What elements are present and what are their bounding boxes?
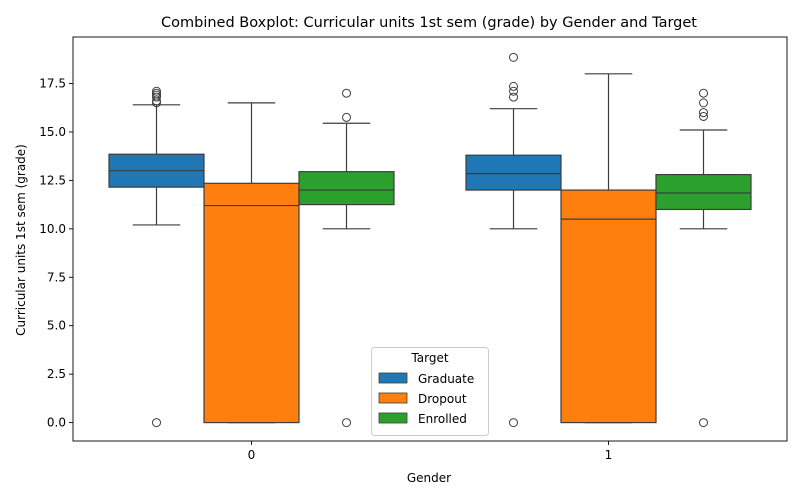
box-dropout-gender-1 [560, 73, 657, 424]
box-iqr [465, 154, 562, 191]
y-axis-label: Curricular units 1st sem (grade) [14, 144, 28, 336]
legend: Target Graduate Dropout Enrolled [371, 347, 489, 436]
outlier-point [342, 88, 351, 98]
box-enrolled-gender-1 [655, 88, 752, 428]
y-tick-label: 7.5 [47, 270, 66, 284]
plot-area: 0.0 2.5 5.0 7.5 10.0 12.5 15.0 17.5 0 1 [39, 36, 788, 462]
box-iqr [655, 173, 752, 211]
legend-label-graduate: Graduate [418, 372, 474, 386]
y-tick-label: 5.0 [47, 319, 66, 333]
outlier-point [509, 86, 518, 96]
outlier-point [152, 86, 161, 96]
outlier-point [699, 108, 708, 118]
outlier-point [509, 52, 518, 62]
legend-swatch-dropout [378, 392, 408, 404]
outlier-point [699, 88, 708, 98]
legend-swatch-graduate [378, 372, 408, 384]
box-iqr [203, 182, 300, 424]
box-graduate-gender-0 [108, 86, 205, 428]
outlier-point [509, 92, 518, 102]
y-tick-label: 12.5 [39, 173, 66, 187]
x-axis-label: Gender [407, 471, 451, 485]
outlier-point [699, 418, 708, 428]
outlier-point [342, 112, 351, 122]
box-dropout-gender-0 [203, 102, 300, 424]
legend-title: Target [410, 351, 448, 365]
legend-swatch-enrolled [378, 412, 408, 424]
box-iqr [298, 171, 395, 206]
box-graduate-gender-1 [465, 52, 562, 428]
y-tick-label: 2.5 [47, 367, 66, 381]
outlier-point [699, 111, 708, 121]
y-tick-label: 10.0 [39, 222, 66, 236]
box-enrolled-gender-0 [298, 88, 395, 428]
axes-frame [72, 36, 788, 442]
outlier-point [342, 418, 351, 428]
outlier-point [152, 418, 161, 428]
y-tick-label: 0.0 [47, 416, 66, 430]
x-tick-label: 1 [605, 448, 613, 462]
outlier-point [509, 418, 518, 428]
y-tick-label: 15.0 [39, 125, 66, 139]
outlier-point [699, 98, 708, 108]
x-tick-label: 0 [248, 448, 256, 462]
outlier-point [509, 81, 518, 91]
chart-title: Combined Boxplot: Curricular units 1st s… [161, 15, 697, 31]
legend-label-enrolled: Enrolled [418, 412, 467, 426]
legend-label-dropout: Dropout [418, 392, 467, 406]
y-tick-label: 17.5 [39, 77, 66, 91]
box-iqr [560, 189, 657, 424]
